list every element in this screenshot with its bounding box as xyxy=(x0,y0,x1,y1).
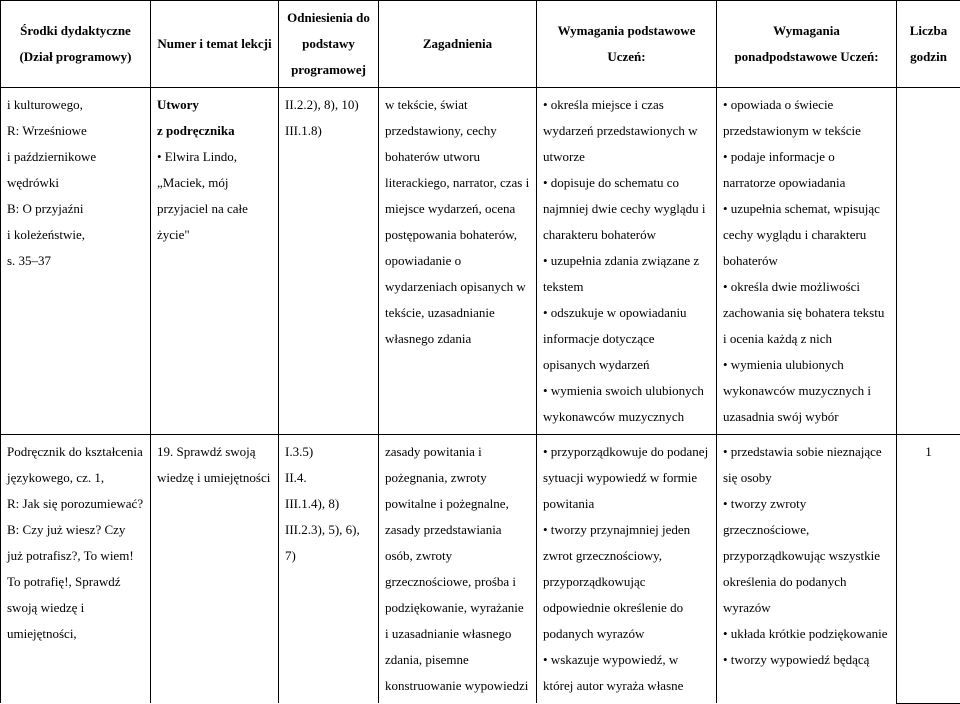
cell-r1-c6: • opowiada o świecie przedstawionym w te… xyxy=(717,88,897,435)
curriculum-table: Środki dydaktyczne (Dział programowy) Nu… xyxy=(0,0,960,704)
cell-r1-c5: • określa miejsce i czas wydarzeń przeds… xyxy=(537,88,717,435)
cell-r2-c5: • przyporządkowuje do podanej sytuacji w… xyxy=(537,435,717,704)
cell-r1-c4: w tekście, świat przedstawiony, cechy bo… xyxy=(379,88,537,435)
header-row: Środki dydaktyczne (Dział programowy) Nu… xyxy=(1,1,960,88)
table-row: Podręcznik do kształcenia językowego, cz… xyxy=(1,435,960,704)
cell-r2-c3: I.3.5)II.4.III.1.4), 8)III.2.3), 5), 6),… xyxy=(279,435,379,704)
header-col6: Wymagania ponadpodstawowe Uczeń: xyxy=(717,1,897,88)
cell-r2-c2: 19. Sprawdź swoją wiedzę i umiejętności xyxy=(151,435,279,704)
cell-r1-c7 xyxy=(897,88,960,435)
header-col7: Liczba godzin xyxy=(897,1,960,88)
header-col5: Wymagania podstawowe Uczeń: xyxy=(537,1,717,88)
cell-r2-c4: zasady powitania i pożegnania, zwroty po… xyxy=(379,435,537,704)
cell-r2-c7: 1 xyxy=(897,435,960,704)
table-row: i kulturowego,R: Wrześniowei październik… xyxy=(1,88,960,435)
cell-r1-c2: Utworyz podręcznika• Elwira Lindo,„Macie… xyxy=(151,88,279,435)
cell-r1-c1: i kulturowego,R: Wrześniowei październik… xyxy=(1,88,151,435)
header-col1: Środki dydaktyczne (Dział programowy) xyxy=(1,1,151,88)
cell-r2-c6: • przedstawia sobie nieznające się osoby… xyxy=(717,435,897,704)
cell-r1-c3: II.2.2), 8), 10)III.1.8) xyxy=(279,88,379,435)
header-col3: Odniesienia do podstawy programowej xyxy=(279,1,379,88)
cell-r2-c1: Podręcznik do kształcenia językowego, cz… xyxy=(1,435,151,704)
header-col2: Numer i temat lekcji xyxy=(151,1,279,88)
header-col4: Zagadnienia xyxy=(379,1,537,88)
